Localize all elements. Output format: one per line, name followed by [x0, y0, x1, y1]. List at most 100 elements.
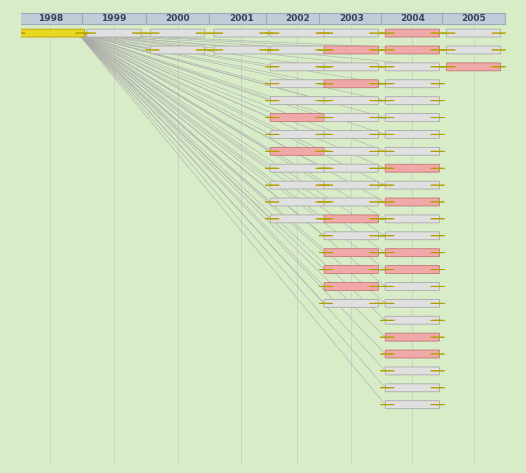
Text: 2002: 2002: [285, 14, 310, 23]
Circle shape: [319, 201, 333, 202]
Circle shape: [316, 117, 330, 118]
FancyBboxPatch shape: [324, 63, 378, 71]
Text: 2000: 2000: [165, 14, 190, 23]
Circle shape: [380, 117, 394, 118]
Circle shape: [265, 201, 279, 202]
FancyBboxPatch shape: [270, 29, 325, 37]
FancyBboxPatch shape: [385, 63, 440, 71]
Text: 2005: 2005: [461, 14, 486, 23]
FancyBboxPatch shape: [385, 181, 440, 189]
Circle shape: [369, 269, 383, 270]
FancyBboxPatch shape: [270, 63, 325, 71]
FancyBboxPatch shape: [324, 131, 378, 139]
Circle shape: [431, 134, 444, 135]
Circle shape: [369, 134, 383, 135]
FancyBboxPatch shape: [385, 215, 440, 223]
Circle shape: [431, 320, 444, 321]
FancyBboxPatch shape: [16, 29, 85, 37]
FancyBboxPatch shape: [324, 249, 378, 257]
FancyBboxPatch shape: [319, 13, 383, 24]
FancyBboxPatch shape: [270, 80, 325, 88]
Circle shape: [319, 117, 333, 118]
FancyBboxPatch shape: [385, 232, 440, 240]
Text: 1998: 1998: [38, 14, 63, 23]
FancyBboxPatch shape: [270, 164, 325, 172]
FancyBboxPatch shape: [447, 63, 501, 71]
FancyBboxPatch shape: [385, 80, 440, 88]
Circle shape: [431, 100, 444, 101]
FancyBboxPatch shape: [385, 164, 440, 172]
FancyBboxPatch shape: [324, 148, 378, 155]
Circle shape: [380, 303, 394, 304]
Circle shape: [431, 286, 444, 287]
Circle shape: [431, 117, 444, 118]
FancyBboxPatch shape: [385, 367, 440, 375]
FancyBboxPatch shape: [447, 46, 501, 54]
FancyBboxPatch shape: [324, 282, 378, 290]
FancyBboxPatch shape: [385, 131, 440, 139]
Circle shape: [316, 100, 330, 101]
FancyBboxPatch shape: [150, 29, 205, 37]
FancyBboxPatch shape: [270, 181, 325, 189]
FancyBboxPatch shape: [209, 13, 273, 24]
FancyBboxPatch shape: [385, 401, 440, 409]
Circle shape: [369, 201, 383, 202]
FancyBboxPatch shape: [385, 198, 440, 206]
Circle shape: [431, 303, 444, 304]
FancyBboxPatch shape: [214, 29, 268, 37]
Circle shape: [319, 269, 333, 270]
FancyBboxPatch shape: [385, 350, 440, 358]
FancyBboxPatch shape: [385, 316, 440, 324]
Circle shape: [319, 134, 333, 135]
FancyBboxPatch shape: [324, 164, 378, 172]
FancyBboxPatch shape: [385, 96, 440, 105]
FancyBboxPatch shape: [324, 266, 378, 273]
Circle shape: [380, 100, 394, 101]
Circle shape: [380, 404, 394, 405]
FancyBboxPatch shape: [270, 215, 325, 223]
Circle shape: [316, 134, 330, 135]
FancyBboxPatch shape: [270, 148, 325, 155]
FancyBboxPatch shape: [324, 46, 378, 54]
Circle shape: [316, 201, 330, 202]
FancyBboxPatch shape: [381, 13, 444, 24]
Circle shape: [265, 117, 279, 118]
Circle shape: [319, 100, 333, 101]
FancyBboxPatch shape: [270, 198, 325, 206]
Circle shape: [431, 404, 444, 405]
Text: 2004: 2004: [400, 14, 425, 23]
Circle shape: [380, 387, 394, 388]
FancyBboxPatch shape: [385, 148, 440, 155]
Circle shape: [431, 387, 444, 388]
Circle shape: [380, 201, 394, 202]
Circle shape: [431, 201, 444, 202]
FancyBboxPatch shape: [82, 13, 146, 24]
FancyBboxPatch shape: [324, 299, 378, 307]
Text: 2003: 2003: [339, 14, 363, 23]
FancyBboxPatch shape: [324, 215, 378, 223]
Circle shape: [319, 286, 333, 287]
FancyBboxPatch shape: [447, 29, 501, 37]
Circle shape: [369, 303, 383, 304]
FancyBboxPatch shape: [385, 249, 440, 257]
FancyBboxPatch shape: [324, 96, 378, 105]
Circle shape: [380, 320, 394, 321]
FancyBboxPatch shape: [324, 181, 378, 189]
Circle shape: [369, 100, 383, 101]
FancyBboxPatch shape: [214, 46, 268, 54]
Circle shape: [369, 117, 383, 118]
FancyBboxPatch shape: [385, 266, 440, 273]
Circle shape: [265, 134, 279, 135]
FancyBboxPatch shape: [87, 29, 141, 37]
FancyBboxPatch shape: [270, 131, 325, 139]
FancyBboxPatch shape: [324, 114, 378, 122]
FancyBboxPatch shape: [385, 46, 440, 54]
FancyBboxPatch shape: [270, 114, 325, 122]
Circle shape: [380, 269, 394, 270]
FancyBboxPatch shape: [324, 198, 378, 206]
Circle shape: [265, 100, 279, 101]
FancyBboxPatch shape: [150, 46, 205, 54]
FancyBboxPatch shape: [324, 80, 378, 88]
Circle shape: [431, 269, 444, 270]
Text: 2001: 2001: [229, 14, 254, 23]
